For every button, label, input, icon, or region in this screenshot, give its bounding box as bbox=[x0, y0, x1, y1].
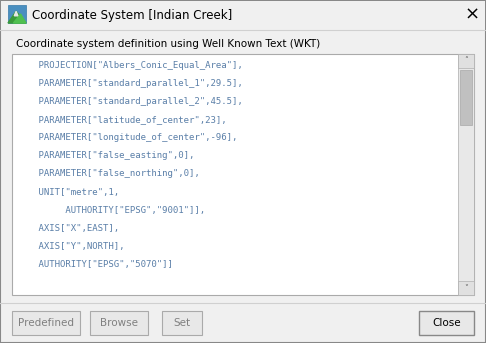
FancyBboxPatch shape bbox=[162, 311, 202, 335]
Text: PARAMETER["longitude_of_center",-96],: PARAMETER["longitude_of_center",-96], bbox=[17, 133, 237, 142]
Text: PROJECTION["Albers_Conic_Equal_Area"],: PROJECTION["Albers_Conic_Equal_Area"], bbox=[17, 60, 243, 70]
Text: Predefined: Predefined bbox=[18, 318, 74, 328]
FancyBboxPatch shape bbox=[460, 70, 472, 125]
FancyBboxPatch shape bbox=[90, 311, 148, 335]
Text: PARAMETER["latitude_of_center",23],: PARAMETER["latitude_of_center",23], bbox=[17, 115, 226, 124]
Text: AXIS["X",EAST],: AXIS["X",EAST], bbox=[17, 224, 119, 233]
Text: Coordinate System [Indian Creek]: Coordinate System [Indian Creek] bbox=[32, 9, 232, 22]
Text: AUTHORITY["EPSG","5070"]]: AUTHORITY["EPSG","5070"]] bbox=[17, 260, 173, 269]
Text: AUTHORITY["EPSG","9001"]],: AUTHORITY["EPSG","9001"]], bbox=[17, 206, 205, 215]
Text: PARAMETER["false_easting",0],: PARAMETER["false_easting",0], bbox=[17, 151, 194, 160]
Polygon shape bbox=[8, 11, 26, 23]
FancyBboxPatch shape bbox=[8, 5, 26, 23]
FancyBboxPatch shape bbox=[12, 54, 474, 295]
Text: Coordinate system definition using Well Known Text (WKT): Coordinate system definition using Well … bbox=[16, 39, 320, 49]
FancyBboxPatch shape bbox=[458, 281, 474, 295]
Text: ˄: ˄ bbox=[464, 57, 468, 66]
Text: ˅: ˅ bbox=[464, 284, 468, 293]
Text: PARAMETER["standard_parallel_2",45.5],: PARAMETER["standard_parallel_2",45.5], bbox=[17, 97, 243, 106]
FancyBboxPatch shape bbox=[458, 54, 474, 68]
FancyBboxPatch shape bbox=[419, 311, 474, 335]
Text: PARAMETER["false_northing",0],: PARAMETER["false_northing",0], bbox=[17, 169, 200, 178]
Text: Set: Set bbox=[174, 318, 191, 328]
Text: AXIS["Y",NORTH],: AXIS["Y",NORTH], bbox=[17, 242, 124, 251]
Text: Browse: Browse bbox=[100, 318, 138, 328]
Text: Close: Close bbox=[432, 318, 461, 328]
Polygon shape bbox=[14, 14, 26, 23]
FancyBboxPatch shape bbox=[1, 1, 485, 30]
Text: ×: × bbox=[465, 6, 480, 24]
Text: PARAMETER["standard_parallel_1",29.5],: PARAMETER["standard_parallel_1",29.5], bbox=[17, 79, 243, 88]
FancyBboxPatch shape bbox=[458, 54, 474, 295]
FancyBboxPatch shape bbox=[12, 311, 80, 335]
Text: UNIT["metre",1,: UNIT["metre",1, bbox=[17, 188, 119, 197]
Polygon shape bbox=[14, 11, 18, 16]
